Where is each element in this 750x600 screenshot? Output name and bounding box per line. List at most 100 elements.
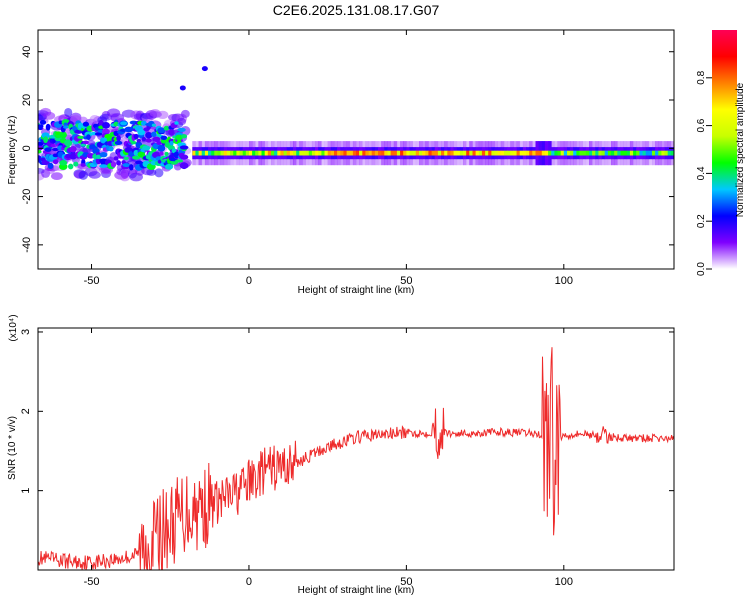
heatmap-cell: [299, 150, 303, 156]
heatmap-cell: [592, 150, 596, 156]
heatmap-cell: [67, 163, 74, 170]
snr-x-ticks: -50 0 50 100: [84, 328, 573, 588]
heatmap-cell: [177, 117, 187, 126]
heatmap-cell: [74, 129, 83, 134]
spectrogram-x-label: Height of straight line (km): [298, 285, 415, 296]
heatmap-cell: [409, 150, 413, 156]
heatmap-cell: [573, 150, 577, 156]
heatmap-cell: [371, 150, 376, 156]
snr-frame: [37, 327, 675, 571]
heatmap-cell: [102, 128, 110, 135]
snr-x-label: Height of straight line (km): [298, 585, 415, 596]
heatmap-cell: [151, 123, 157, 127]
heatmap-cell: [223, 150, 228, 156]
heatmap-cell: [157, 144, 166, 152]
y-tick-label: 20: [21, 94, 33, 106]
heatmap-cell: [73, 161, 79, 167]
heatmap-cell: [293, 150, 297, 156]
heatmap-cell: [133, 133, 139, 140]
x-tick-label: 50: [400, 275, 412, 287]
heatmap-cell: [365, 150, 369, 156]
heatmap-cell: [77, 135, 85, 139]
heatmap-cell: [507, 150, 511, 156]
heatmap-cell: [64, 139, 73, 147]
heatmap-cell: [201, 66, 208, 72]
heatmap-cell: [412, 150, 417, 156]
heatmap-cell: [598, 150, 602, 156]
heatmap-cell: [179, 85, 186, 91]
heatmap-cell: [52, 159, 59, 165]
heatmap-cell: [63, 122, 68, 127]
heatmap-cell: [217, 150, 221, 156]
heatmap-cell: [137, 129, 146, 136]
heatmap-cell: [258, 150, 262, 156]
heatmap-cell: [620, 150, 624, 156]
heatmap-cell: [64, 107, 73, 118]
heatmap-cell: [86, 134, 91, 140]
heatmap-cell: [261, 150, 265, 156]
heatmap-cell: [529, 150, 533, 156]
heatmap-cell: [444, 150, 448, 156]
heatmap-cell: [491, 150, 495, 156]
heatmap-cell: [359, 150, 363, 156]
heatmap-cell: [208, 150, 212, 156]
heatmap-cell: [466, 150, 470, 156]
heatmap-cell: [280, 150, 284, 156]
colorbar-gradient: [712, 30, 737, 269]
heatmap-cell: [614, 150, 618, 156]
heatmap-cell: [434, 150, 439, 156]
heatmap-cell: [179, 145, 189, 150]
heatmap-cell: [181, 109, 190, 118]
heatmap-cell: [82, 140, 89, 145]
heatmap-cell: [82, 121, 90, 127]
heatmap-cell: [362, 150, 366, 156]
heatmap-cell: [456, 150, 461, 156]
heatmap-cell: [633, 150, 637, 156]
heatmap-cell: [664, 150, 669, 156]
heatmap-cell: [601, 150, 606, 156]
heatmap-cell: [177, 127, 186, 132]
heatmap-cell: [551, 150, 555, 156]
heatmap-cell: [381, 150, 385, 156]
heatmap-cell: [318, 150, 322, 156]
heatmap-cell: [368, 150, 373, 156]
heatmap-cell: [522, 150, 527, 156]
heatmap-cell: [43, 136, 49, 144]
heatmap-cell: [38, 149, 42, 154]
heatmap-cell: [406, 150, 410, 156]
heatmap-cell: [38, 125, 43, 130]
spectrogram-y-ticks: -40 -20 0 20 40: [21, 46, 674, 253]
heatmap-cell: [116, 135, 121, 142]
heatmap-cell: [264, 150, 269, 156]
snr-scale-label: (x10⁴): [8, 314, 19, 341]
colorbar-tick-label: 0.4: [696, 166, 707, 180]
heatmap-cell: [513, 150, 517, 156]
heatmap-cell: [459, 150, 464, 156]
heatmap-cell: [283, 150, 288, 156]
heatmap-cell: [485, 150, 489, 156]
colorbar-tick-label: 0.8: [696, 70, 707, 84]
heatmap-cell: [168, 128, 175, 136]
heatmap-cell: [211, 150, 215, 156]
heatmap-cell: [648, 150, 653, 156]
heatmap-cell: [576, 150, 580, 156]
heatmap-cell: [500, 150, 505, 156]
heatmap-cell: [169, 140, 174, 146]
heatmap-cell: [220, 150, 225, 156]
heatmap-cell: [400, 150, 404, 156]
heatmap-cell: [419, 150, 423, 156]
heatmap-cell: [428, 150, 432, 156]
heatmap-cell: [120, 121, 128, 126]
snr-y-ticks: 1 2 3: [20, 329, 674, 494]
y-tick-label: -20: [21, 189, 33, 205]
heatmap-cell: [69, 146, 77, 153]
heatmap-cell: [99, 164, 108, 168]
heatmap-cell: [198, 150, 203, 156]
heatmap-cell: [133, 149, 139, 156]
heatmap-cell: [343, 150, 347, 156]
heatmap-cell: [308, 150, 313, 156]
heatmap-cell: [41, 132, 50, 139]
heatmap-cell: [274, 150, 278, 156]
heatmap-cell: [422, 150, 426, 156]
heatmap-cell: [45, 123, 51, 131]
